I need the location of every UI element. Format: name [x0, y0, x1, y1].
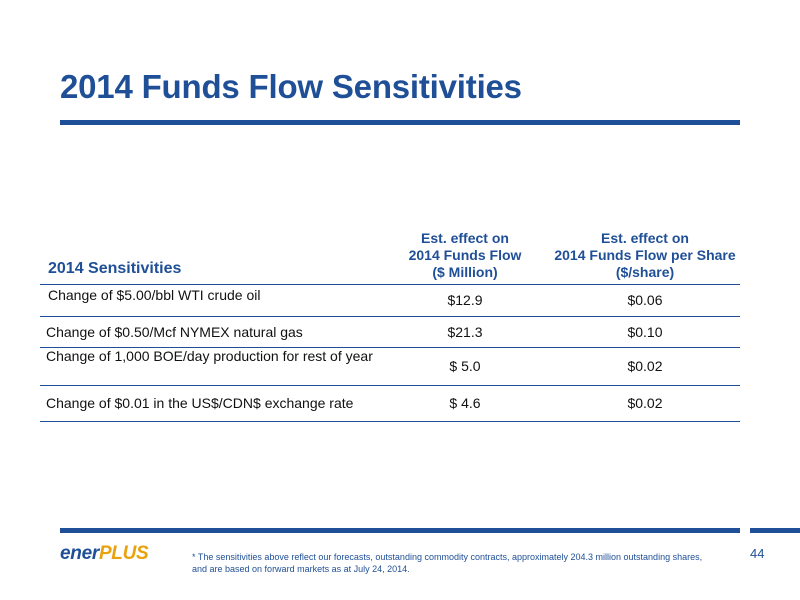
table-header-row: 2014 Sensitivities Est. effect on 2014 F… — [40, 230, 740, 284]
row-per-share: $0.02 — [627, 358, 663, 374]
table-row: Change of $0.01 in the US$/CDN$ exchange… — [40, 385, 740, 422]
header-sensitivities: 2014 Sensitivities — [48, 260, 182, 277]
header-per-share: Est. effect on 2014 Funds Flow per Share… — [554, 230, 736, 280]
row-label: Change of $0.50/Mcf NYMEX natural gas — [46, 324, 303, 340]
row-per-share: $0.10 — [627, 324, 663, 340]
table-row: Change of $0.50/Mcf NYMEX natural gas $2… — [40, 316, 740, 347]
page-title: 2014 Funds Flow Sensitivities — [60, 68, 522, 105]
row-funds-flow: $12.9 — [447, 292, 483, 308]
table-row: Change of 1,000 BOE/day production for r… — [40, 347, 740, 385]
row-label: Change of $0.01 in the US$/CDN$ exchange… — [46, 395, 354, 411]
row-per-share: $0.02 — [627, 395, 663, 411]
row-label: Change of $5.00/bbl WTI crude oil — [48, 287, 261, 303]
row-funds-flow: $ 4.6 — [449, 395, 481, 411]
row-funds-flow: $ 5.0 — [449, 358, 481, 374]
header-funds-flow: Est. effect on 2014 Funds Flow ($ Millio… — [408, 230, 522, 280]
footnote: * The sensitivities above reflect our fo… — [192, 552, 703, 574]
title-underline — [60, 120, 740, 125]
page-number: 44 — [750, 546, 765, 561]
row-label: Change of 1,000 BOE/day production for r… — [46, 348, 373, 364]
sensitivities-table: 2014 Sensitivities Est. effect on 2014 F… — [40, 230, 740, 422]
footer-rule — [60, 528, 740, 533]
row-per-share: $0.06 — [627, 292, 663, 308]
enerplus-logo: enerPLUS — [60, 543, 149, 564]
row-funds-flow: $21.3 — [447, 324, 483, 340]
table-row: Change of $5.00/bbl WTI crude oil $12.9 … — [40, 284, 740, 316]
footer-rule-tail — [750, 528, 800, 533]
